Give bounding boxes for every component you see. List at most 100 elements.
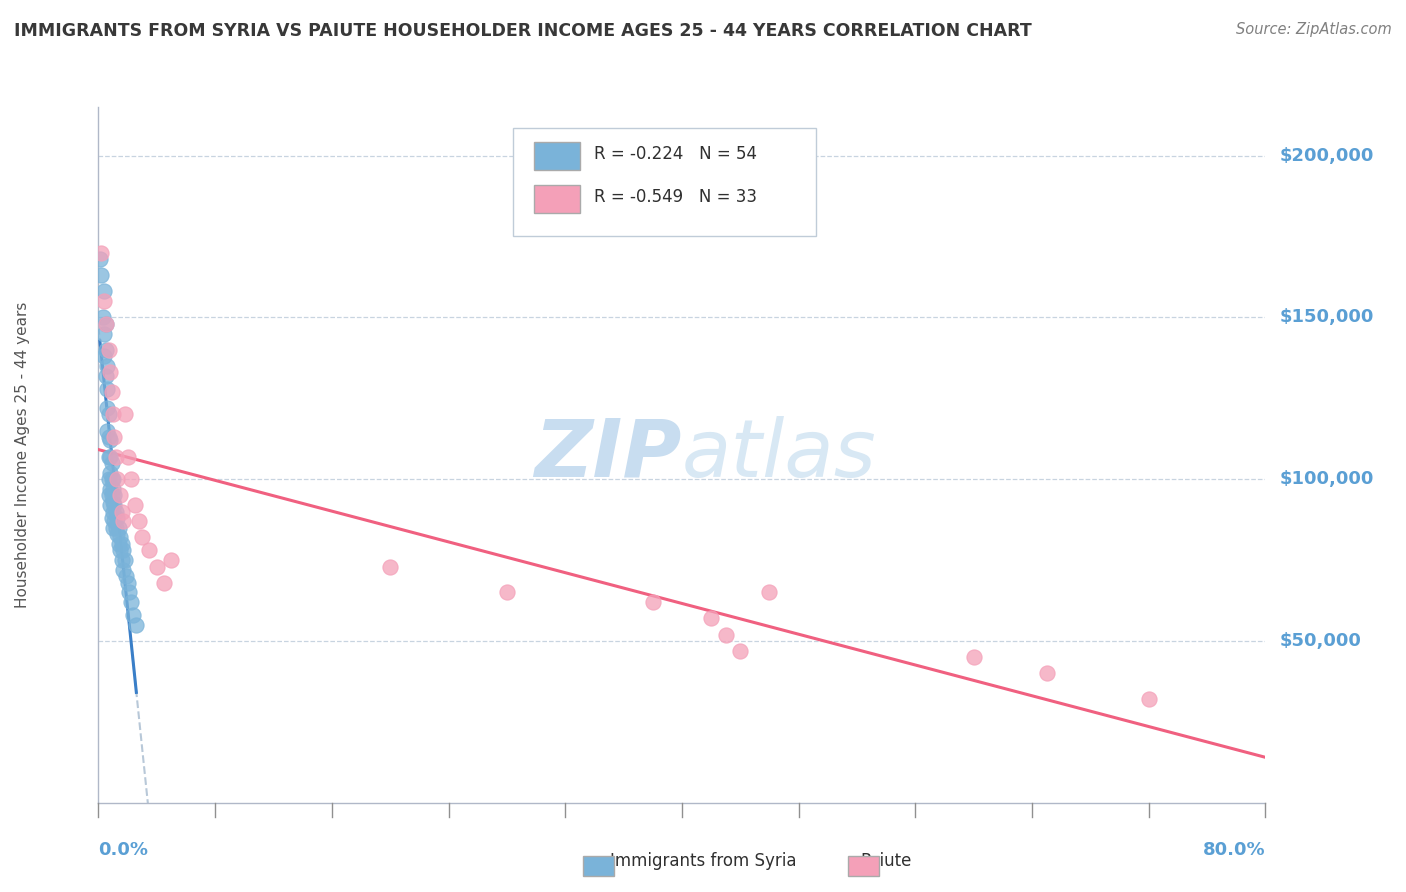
Text: Immigrants from Syria: Immigrants from Syria [610, 852, 796, 870]
Point [100, 472, 122, 486]
Point [101, 482, 124, 496]
Point [100, 384, 122, 399]
Point [111, 504, 134, 518]
Point [138, 543, 160, 558]
Point [97, 488, 120, 502]
Point [89, 252, 111, 267]
Point [94, 343, 117, 357]
Point [94, 368, 117, 383]
Point [1035, 666, 1057, 681]
Text: Paiute: Paiute [860, 852, 911, 870]
Point [110, 531, 132, 545]
Point [110, 543, 132, 558]
Point [97, 430, 120, 444]
Point [131, 531, 153, 545]
Point [125, 617, 148, 632]
Text: $150,000: $150,000 [1279, 309, 1374, 326]
Point [101, 504, 124, 518]
Text: $200,000: $200,000 [1279, 146, 1374, 165]
FancyBboxPatch shape [513, 128, 815, 235]
Point [112, 543, 135, 558]
Point [100, 456, 122, 470]
Point [105, 472, 128, 486]
Point [104, 521, 127, 535]
Text: R = -0.224   N = 54: R = -0.224 N = 54 [595, 145, 758, 163]
Point [714, 627, 737, 641]
Point [98, 434, 121, 448]
Point [112, 514, 135, 528]
Text: Source: ZipAtlas.com: Source: ZipAtlas.com [1236, 22, 1392, 37]
Point [110, 488, 132, 502]
Text: atlas: atlas [682, 416, 877, 494]
Point [91, 310, 114, 325]
Point [111, 553, 134, 567]
Text: Householder Income Ages 25 - 44 years: Householder Income Ages 25 - 44 years [15, 301, 30, 608]
Point [103, 488, 125, 502]
Point [98, 450, 121, 464]
Point [124, 498, 146, 512]
Point [160, 553, 183, 567]
Point [122, 608, 145, 623]
Point [105, 527, 128, 541]
Point [98, 365, 121, 379]
Point [114, 553, 136, 567]
Point [97, 450, 120, 464]
Point [97, 408, 120, 422]
Point [108, 521, 131, 535]
Point [98, 466, 121, 480]
Point [101, 408, 124, 422]
Text: 80.0%: 80.0% [1202, 841, 1265, 859]
Point [104, 504, 127, 518]
Point [128, 514, 150, 528]
Point [96, 359, 118, 373]
Point [103, 430, 125, 444]
Point [100, 488, 122, 502]
Point [117, 450, 139, 464]
Point [101, 495, 124, 509]
Point [90, 268, 112, 283]
Point [103, 498, 125, 512]
Point [495, 585, 517, 599]
Point [758, 585, 780, 599]
Point [114, 408, 136, 422]
Text: 0.0%: 0.0% [98, 841, 149, 859]
Point [120, 595, 142, 609]
Point [98, 482, 121, 496]
Point [100, 511, 122, 525]
Point [96, 424, 118, 438]
Point [98, 498, 121, 512]
Point [97, 343, 120, 357]
Text: $100,000: $100,000 [1279, 470, 1374, 488]
Point [117, 575, 139, 590]
Point [103, 514, 125, 528]
Point [94, 317, 117, 331]
Point [108, 537, 131, 551]
Text: $50,000: $50,000 [1279, 632, 1361, 650]
Point [1137, 692, 1160, 706]
Point [96, 401, 118, 415]
Point [111, 537, 134, 551]
Text: IMMIGRANTS FROM SYRIA VS PAIUTE HOUSEHOLDER INCOME AGES 25 - 44 YEARS CORRELATIO: IMMIGRANTS FROM SYRIA VS PAIUTE HOUSEHOL… [14, 22, 1032, 40]
Point [700, 611, 723, 625]
Point [112, 563, 135, 577]
Point [120, 472, 142, 486]
Point [101, 521, 124, 535]
Point [118, 585, 141, 599]
Point [93, 285, 115, 299]
Point [153, 575, 176, 590]
Point [115, 569, 138, 583]
Point [105, 511, 128, 525]
Point [146, 559, 169, 574]
Bar [534, 185, 581, 213]
Point [90, 245, 112, 260]
Point [378, 559, 402, 574]
Point [93, 294, 115, 309]
Point [101, 472, 124, 486]
Point [93, 326, 115, 341]
Point [93, 349, 115, 363]
Text: R = -0.549   N = 33: R = -0.549 N = 33 [595, 188, 758, 206]
Point [962, 650, 984, 665]
Point [641, 595, 664, 609]
Point [94, 317, 117, 331]
Text: ZIP: ZIP [534, 416, 682, 494]
